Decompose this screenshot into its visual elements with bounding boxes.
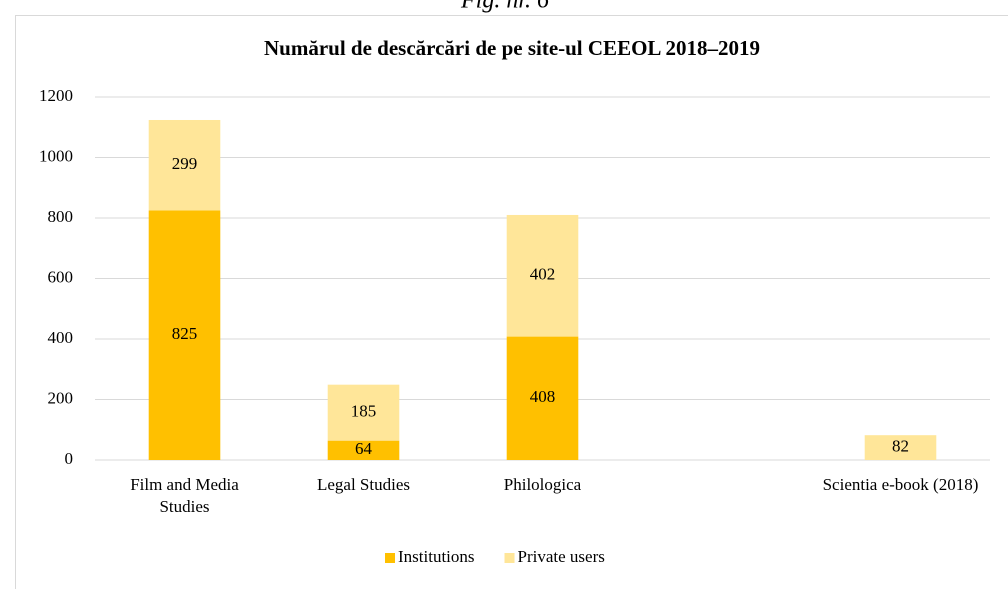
bar-segment — [506, 336, 579, 460]
y-tick-label: 0 — [65, 449, 74, 468]
y-tick-label: 1200 — [39, 86, 73, 105]
bar-segment — [506, 214, 579, 337]
legend-swatch — [504, 553, 515, 563]
bar-segment — [148, 119, 221, 211]
data-label: 402 — [530, 265, 556, 284]
y-tick-label: 1000 — [39, 146, 73, 165]
legend-label: Private users — [518, 547, 605, 566]
legend-label: Institutions — [398, 547, 475, 566]
bar-segment — [327, 440, 400, 460]
data-label: 185 — [351, 402, 377, 421]
data-label: 82 — [892, 437, 909, 456]
y-tick-label: 400 — [48, 328, 74, 347]
data-label: 64 — [355, 439, 373, 458]
x-tick-label: Scientia e-book (2018) — [822, 475, 979, 494]
data-label: 825 — [172, 324, 198, 343]
x-tick-label: Legal Studies — [316, 475, 410, 494]
x-tick-label: Film and Media Studies — [130, 475, 239, 516]
data-label: 299 — [172, 154, 198, 173]
bar-segment — [327, 384, 400, 441]
y-tick-label: 600 — [48, 267, 74, 286]
y-tick-label: 200 — [48, 388, 74, 407]
bar-segment — [148, 210, 221, 460]
chart-frame — [15, 15, 1008, 589]
data-label: 408 — [530, 387, 556, 406]
y-tick-label: 800 — [48, 207, 74, 226]
bar-segment — [864, 435, 937, 460]
x-tick-label: Philologica — [503, 475, 582, 494]
caption: Fig. nr. 6 — [460, 0, 549, 14]
legend-swatch — [385, 553, 395, 563]
chart-title: Numărul de descărcări de pe site-ul CEEO… — [264, 36, 760, 60]
